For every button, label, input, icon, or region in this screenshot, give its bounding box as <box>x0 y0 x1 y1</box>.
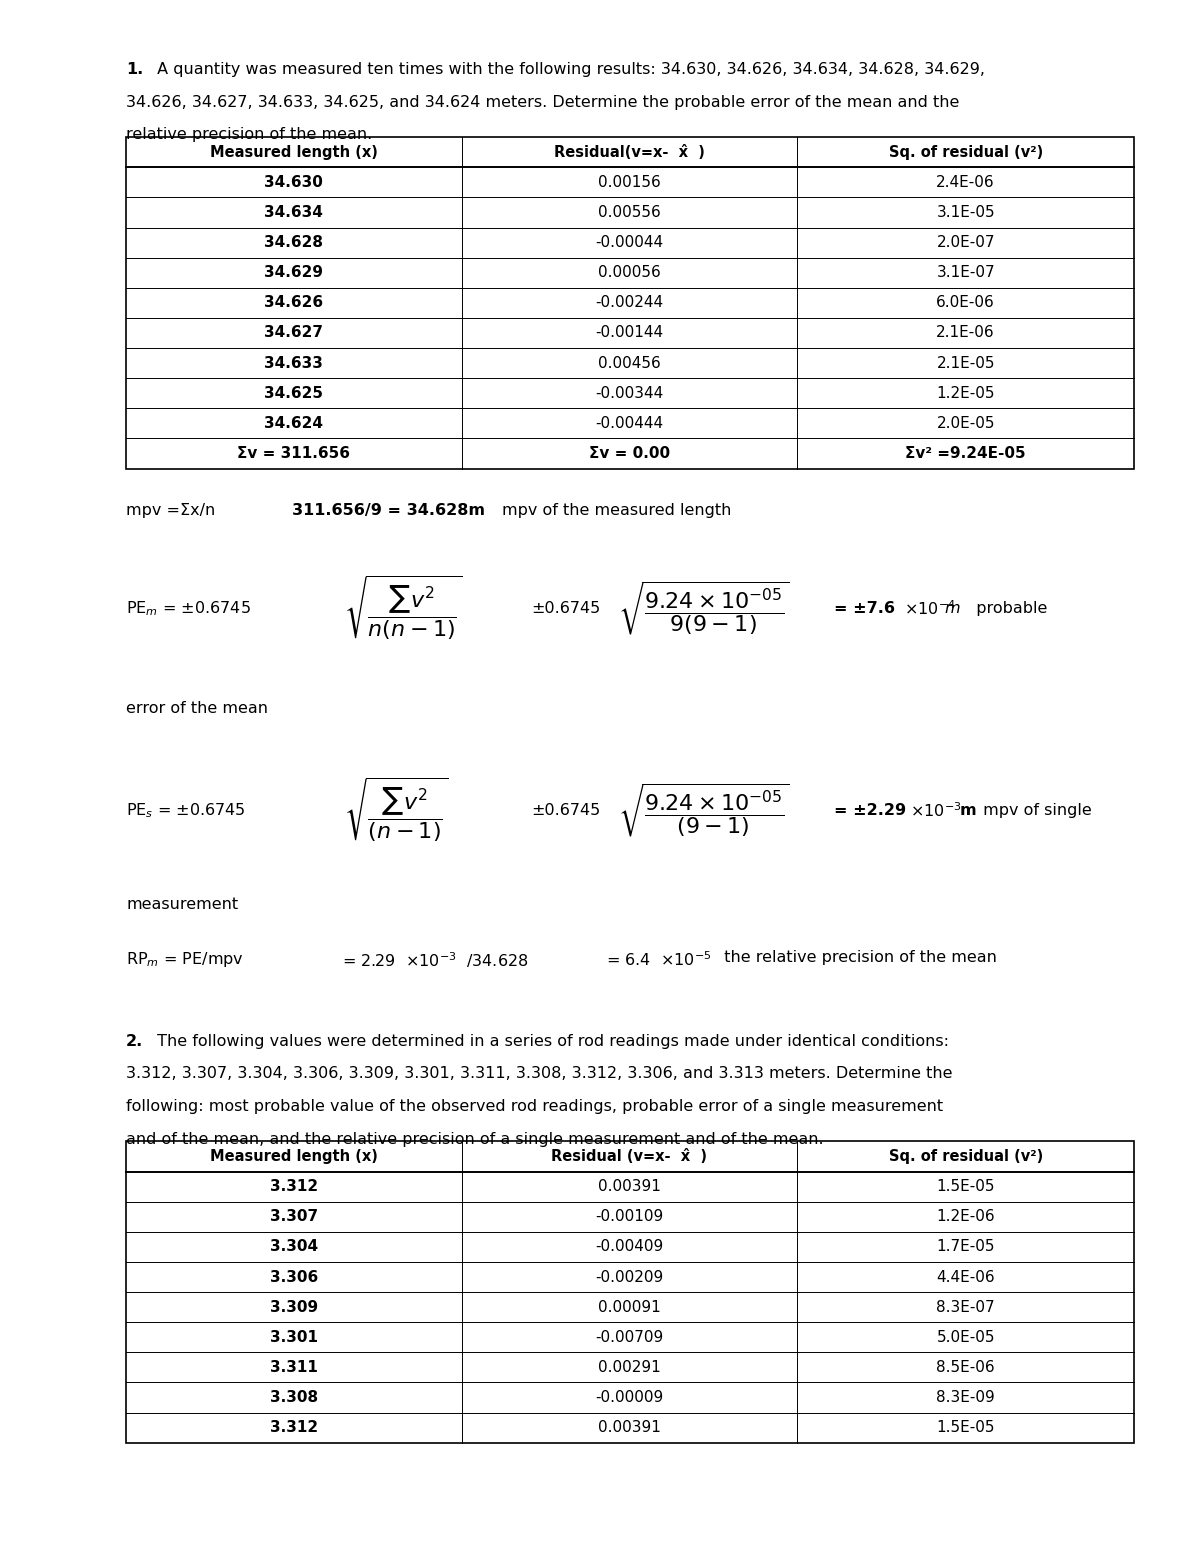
Text: probable: probable <box>966 601 1048 617</box>
Text: $\sqrt{\dfrac{9.24\times10^{-05}}{9(9-1)}}$: $\sqrt{\dfrac{9.24\times10^{-05}}{9(9-1)… <box>618 579 790 637</box>
Text: 34.629: 34.629 <box>264 266 323 280</box>
Text: -0.00244: -0.00244 <box>595 295 664 311</box>
Text: 2.0E-05: 2.0E-05 <box>936 416 995 430</box>
Text: A quantity was measured ten times with the following results: 34.630, 34.626, 34: A quantity was measured ten times with t… <box>152 62 985 78</box>
Text: 34.634: 34.634 <box>264 205 323 221</box>
Text: 1.2E-06: 1.2E-06 <box>936 1210 995 1224</box>
Text: Measured length (x): Measured length (x) <box>210 1149 378 1165</box>
Text: $\times$10$^{-3}$: $\times$10$^{-3}$ <box>900 801 961 820</box>
Text: Measured length (x): Measured length (x) <box>210 144 378 160</box>
Text: 3.307: 3.307 <box>270 1210 318 1224</box>
Text: -0.00109: -0.00109 <box>595 1210 664 1224</box>
Text: 1.5E-05: 1.5E-05 <box>936 1179 995 1194</box>
Text: 34.626, 34.627, 34.633, 34.625, and 34.624 meters. Determine the probable error : 34.626, 34.627, 34.633, 34.625, and 34.6… <box>126 95 959 110</box>
Text: 34.627: 34.627 <box>264 326 323 340</box>
Bar <box>126 1141 1134 1443</box>
Text: 8.3E-07: 8.3E-07 <box>936 1300 995 1315</box>
Text: $\times$10$^{-4}$: $\times$10$^{-4}$ <box>894 599 956 618</box>
Text: RP$_m$ = PE/mpv: RP$_m$ = PE/mpv <box>126 950 244 969</box>
Text: Σv² =9.24E-05: Σv² =9.24E-05 <box>905 446 1026 461</box>
Text: $\sqrt{\dfrac{\sum v^2}{(n-1)}}$: $\sqrt{\dfrac{\sum v^2}{(n-1)}}$ <box>344 776 449 845</box>
Text: $\sqrt{\dfrac{9.24\times10^{-05}}{(9-1)}}$: $\sqrt{\dfrac{9.24\times10^{-05}}{(9-1)}… <box>618 781 790 839</box>
Text: mpv of the measured length: mpv of the measured length <box>502 503 731 517</box>
Text: 0.00391: 0.00391 <box>598 1179 661 1194</box>
Text: 3.312, 3.307, 3.304, 3.306, 3.309, 3.301, 3.311, 3.308, 3.312, 3.306, and 3.313 : 3.312, 3.307, 3.304, 3.306, 3.309, 3.301… <box>126 1067 953 1081</box>
Text: 3.304: 3.304 <box>270 1239 318 1255</box>
Text: -0.00009: -0.00009 <box>595 1390 664 1405</box>
Text: mpv of single: mpv of single <box>978 803 1092 818</box>
Text: PE$_m$ = ±0.6745: PE$_m$ = ±0.6745 <box>126 599 251 618</box>
Text: mpv =Σx/n: mpv =Σx/n <box>126 503 215 517</box>
Text: 2.4E-06: 2.4E-06 <box>936 175 995 189</box>
Text: 3.309: 3.309 <box>270 1300 318 1315</box>
Text: Σv = 311.656: Σv = 311.656 <box>238 446 350 461</box>
Text: 34.628: 34.628 <box>264 235 323 250</box>
Text: 0.00056: 0.00056 <box>598 266 661 280</box>
Bar <box>126 137 1134 469</box>
Text: 34.624: 34.624 <box>264 416 323 430</box>
Text: -0.00444: -0.00444 <box>595 416 664 430</box>
Text: 2.1E-06: 2.1E-06 <box>936 326 995 340</box>
Text: $\mathbf{m}$: $\mathbf{m}$ <box>954 803 977 818</box>
Text: 1.7E-05: 1.7E-05 <box>936 1239 995 1255</box>
Text: 0.00291: 0.00291 <box>598 1360 661 1374</box>
Text: 3.306: 3.306 <box>270 1269 318 1284</box>
Text: 34.626: 34.626 <box>264 295 323 311</box>
Text: 0.00391: 0.00391 <box>598 1419 661 1435</box>
Text: 3.312: 3.312 <box>270 1419 318 1435</box>
Text: 3.312: 3.312 <box>270 1179 318 1194</box>
Text: -0.00044: -0.00044 <box>595 235 664 250</box>
Text: 8.5E-06: 8.5E-06 <box>936 1360 995 1374</box>
Text: $\sqrt{\dfrac{\sum v^2}{n(n-1)}}$: $\sqrt{\dfrac{\sum v^2}{n(n-1)}}$ <box>344 575 463 643</box>
Text: Sq. of residual (v²): Sq. of residual (v²) <box>888 1149 1043 1165</box>
Text: 0.00091: 0.00091 <box>598 1300 661 1315</box>
Text: $m$: $m$ <box>944 601 961 617</box>
Text: and of the mean, and the relative precision of a single measurement and of the m: and of the mean, and the relative precis… <box>126 1132 823 1146</box>
Text: 3.308: 3.308 <box>270 1390 318 1405</box>
Text: following: most probable value of the observed rod readings, probable error of a: following: most probable value of the ob… <box>126 1100 943 1114</box>
Text: 8.3E-09: 8.3E-09 <box>936 1390 995 1405</box>
Text: -0.00409: -0.00409 <box>595 1239 664 1255</box>
Text: -0.00709: -0.00709 <box>595 1329 664 1345</box>
Text: the relative precision of the mean: the relative precision of the mean <box>714 950 997 964</box>
Text: 0.00156: 0.00156 <box>598 175 661 189</box>
Text: 6.0E-06: 6.0E-06 <box>936 295 995 311</box>
Text: 1.5E-05: 1.5E-05 <box>936 1419 995 1435</box>
Text: = ±2.29: = ±2.29 <box>834 803 906 818</box>
Text: -0.00344: -0.00344 <box>595 385 664 401</box>
Text: Residual(v=x-  x̂  ): Residual(v=x- x̂ ) <box>554 144 704 160</box>
Text: 1.2E-05: 1.2E-05 <box>936 385 995 401</box>
Text: The following values were determined in a series of rod readings made under iden: The following values were determined in … <box>152 1034 949 1048</box>
Text: 2.: 2. <box>126 1034 143 1048</box>
Text: = 2.29  $\times$10$^{-3}$  /34.628: = 2.29 $\times$10$^{-3}$ /34.628 <box>342 950 528 969</box>
Text: 1.: 1. <box>126 62 143 78</box>
Text: 34.633: 34.633 <box>264 356 323 371</box>
Text: ±0.6745: ±0.6745 <box>532 803 601 818</box>
Text: 0.00556: 0.00556 <box>598 205 661 221</box>
Text: 0.00456: 0.00456 <box>598 356 661 371</box>
Text: 2.0E-07: 2.0E-07 <box>936 235 995 250</box>
Text: 3.1E-07: 3.1E-07 <box>936 266 995 280</box>
Text: 311.656/9 = 34.628m: 311.656/9 = 34.628m <box>292 503 485 517</box>
Text: Σv = 0.00: Σv = 0.00 <box>589 446 670 461</box>
Text: relative precision of the mean.: relative precision of the mean. <box>126 127 372 143</box>
Text: -0.00209: -0.00209 <box>595 1269 664 1284</box>
Text: 3.301: 3.301 <box>270 1329 318 1345</box>
Text: 3.311: 3.311 <box>270 1360 318 1374</box>
Text: Residual (v=x-  x̂  ): Residual (v=x- x̂ ) <box>552 1149 708 1165</box>
Text: 2.1E-05: 2.1E-05 <box>936 356 995 371</box>
Text: = ±7.6: = ±7.6 <box>834 601 895 617</box>
Text: PE$_s$ = ±0.6745: PE$_s$ = ±0.6745 <box>126 801 246 820</box>
Text: error of the mean: error of the mean <box>126 702 268 716</box>
Text: 5.0E-05: 5.0E-05 <box>936 1329 995 1345</box>
Text: 34.630: 34.630 <box>264 175 323 189</box>
Text: 3.1E-05: 3.1E-05 <box>936 205 995 221</box>
Text: ±0.6745: ±0.6745 <box>532 601 601 617</box>
Text: -0.00144: -0.00144 <box>595 326 664 340</box>
Text: Sq. of residual (v²): Sq. of residual (v²) <box>888 144 1043 160</box>
Text: 34.625: 34.625 <box>264 385 323 401</box>
Text: measurement: measurement <box>126 898 238 912</box>
Text: = 6.4  $\times$10$^{-5}$: = 6.4 $\times$10$^{-5}$ <box>606 950 712 969</box>
Text: 4.4E-06: 4.4E-06 <box>936 1269 995 1284</box>
